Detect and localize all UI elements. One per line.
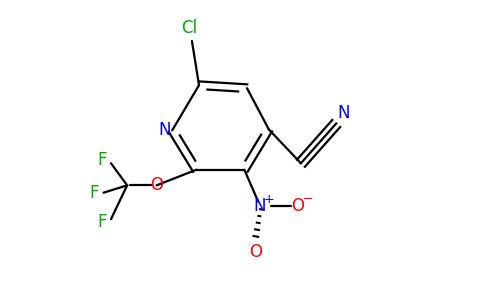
Text: O: O <box>150 176 163 194</box>
Text: F: F <box>97 213 106 231</box>
Text: O: O <box>291 197 304 215</box>
Text: N: N <box>338 104 350 122</box>
Text: F: F <box>90 184 99 202</box>
Text: +: + <box>264 193 275 206</box>
Text: O: O <box>249 243 262 261</box>
Text: N: N <box>254 197 266 215</box>
Text: −: − <box>302 193 313 206</box>
Text: F: F <box>97 151 106 169</box>
Text: N: N <box>158 121 171 139</box>
Text: Cl: Cl <box>181 19 197 37</box>
